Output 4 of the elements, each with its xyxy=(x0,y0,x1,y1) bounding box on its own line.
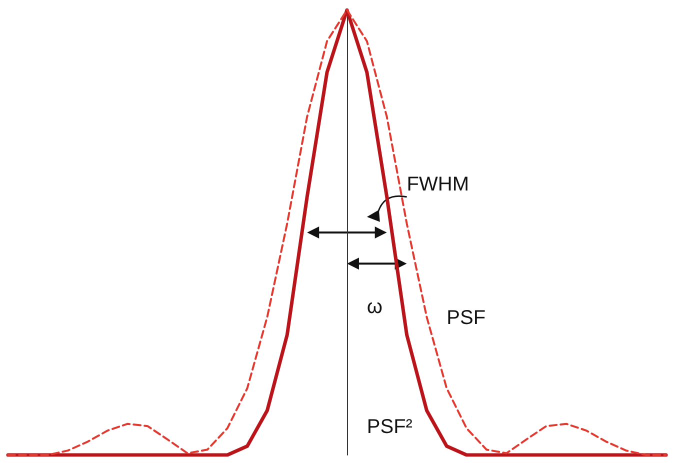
series-label: PSF² xyxy=(366,416,413,438)
annotation: FWHM xyxy=(406,174,469,196)
annotation: ω xyxy=(366,296,383,318)
series-label: PSF xyxy=(446,307,486,330)
